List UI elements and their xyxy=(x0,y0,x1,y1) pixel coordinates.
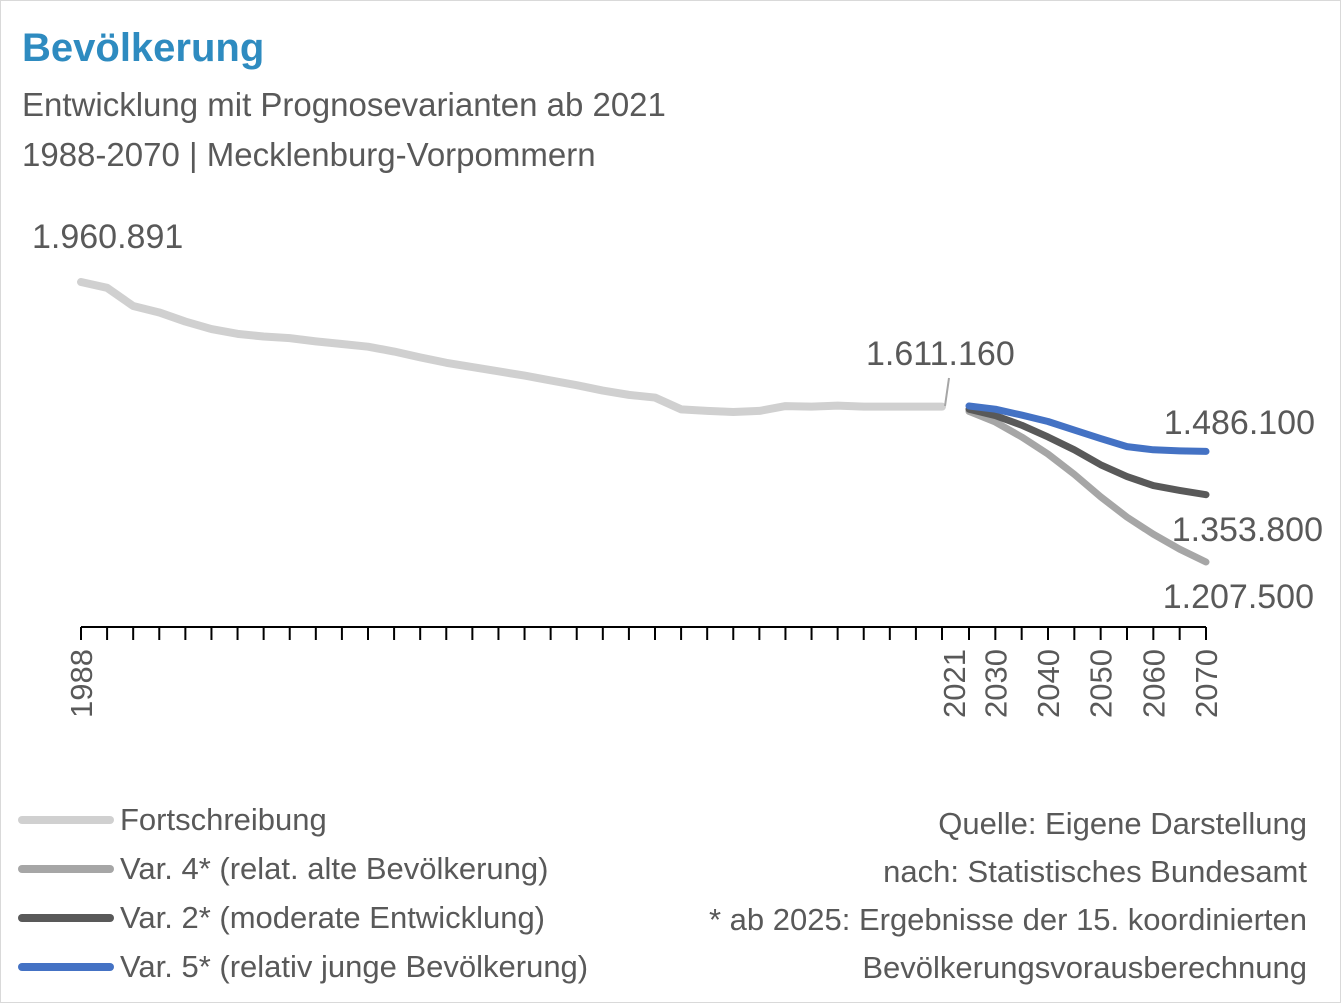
x-tick-label: 2040 xyxy=(1031,649,1066,718)
x-tick-label: 2060 xyxy=(1136,649,1171,718)
series-line-1 xyxy=(965,407,1210,566)
data-label-2021-leader xyxy=(944,377,950,407)
source-note: Quelle: Eigene Darstellung nach: Statist… xyxy=(709,800,1307,992)
x-axis: 1988 2021 2030 2040 2050 2060 2070 xyxy=(64,626,1224,718)
legend-swatch-fortschreibung xyxy=(18,815,114,824)
x-tick-label: 2030 xyxy=(978,649,1013,718)
source-line-3: * ab 2025: Ergebnisse der 15. koordinier… xyxy=(708,902,1307,937)
legend-item-var2: Var. 2* (moderate Entwicklung) xyxy=(18,893,588,942)
chart-subtitle-1: Entwicklung mit Prognosevarianten ab 202… xyxy=(22,86,666,123)
source-line-1: Quelle: Eigene Darstellung xyxy=(938,806,1307,841)
legend-item-fortschreibung: Fortschreibung xyxy=(18,795,588,844)
legend-label-var4: Var. 4* (relat. alte Bevölkerung) xyxy=(120,850,549,886)
x-tick-label: 2021 xyxy=(937,649,972,718)
series-line-3 xyxy=(965,402,1210,455)
data-label-start: 1.960.891 xyxy=(32,218,183,256)
data-label-2021: 1.611.160 xyxy=(866,335,1015,373)
line-chart: 1988 2021 2030 2040 2050 2060 2070 1.960.8911.… xyxy=(32,218,1323,718)
x-tick-label: 1988 xyxy=(64,649,99,718)
legend-swatch-var4 xyxy=(18,864,114,873)
series-lines xyxy=(77,278,1210,566)
chart-subtitle-2: 1988-2070 | Mecklenburg-Vorpommern xyxy=(22,136,596,173)
x-tick-label: 2050 xyxy=(1084,649,1119,718)
source-line-2: nach: Statistisches Bundesamt xyxy=(883,854,1307,889)
data-labels: 1.960.891 1.611.160 1.486.100 1.353.800 1.20… xyxy=(32,218,1323,616)
series-line-0 xyxy=(77,278,946,416)
series-line-2 xyxy=(965,405,1210,499)
data-label-var2-2070: 1.353.800 xyxy=(1172,511,1323,549)
chart-title: Bevölkerung xyxy=(22,26,265,70)
data-label-var4-2070: 1.207.500 xyxy=(1163,578,1314,616)
x-tick-label: 2070 xyxy=(1189,649,1224,718)
legend-item-var5: Var. 5* (relativ junge Bevölkerung) xyxy=(18,942,588,991)
legend: Fortschreibung Var. 4* (relat. alte Bevö… xyxy=(18,795,588,991)
legend-swatch-var5 xyxy=(18,962,114,971)
data-label-var5-2070: 1.486.100 xyxy=(1164,404,1315,442)
legend-label-fortschreibung: Fortschreibung xyxy=(120,801,327,837)
legend-label-var2: Var. 2* (moderate Entwicklung) xyxy=(120,899,546,935)
legend-item-var4: Var. 4* (relat. alte Bevölkerung) xyxy=(18,844,588,893)
legend-swatch-var2 xyxy=(18,913,114,922)
source-line-4: Bevölkerungsvorausberechnung xyxy=(862,950,1307,985)
legend-label-var5: Var. 5* (relativ junge Bevölkerung) xyxy=(120,948,589,984)
